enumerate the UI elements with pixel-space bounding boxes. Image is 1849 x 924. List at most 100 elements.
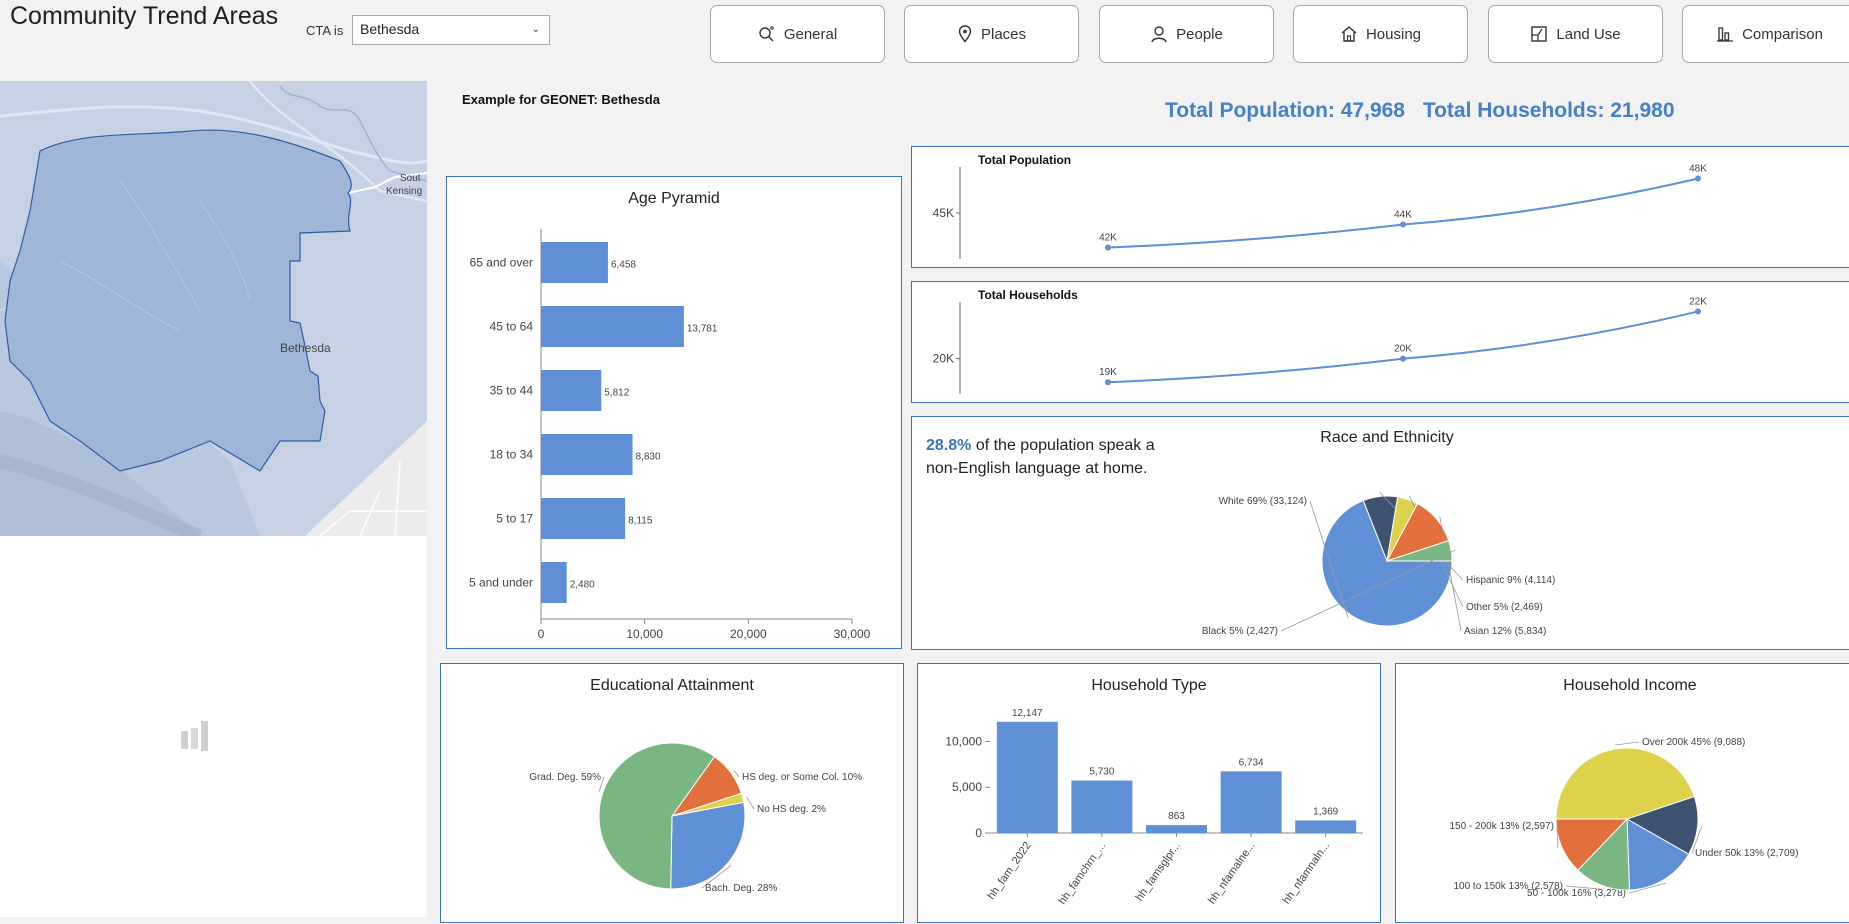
nav-button-comparison[interactable]: Comparison bbox=[1682, 5, 1849, 63]
data-label: 42K bbox=[1099, 233, 1117, 244]
pie-slice bbox=[1625, 795, 1699, 855]
household-income-title: Household Income bbox=[1563, 677, 1697, 694]
nav-label: Comparison bbox=[1742, 25, 1823, 43]
data-point bbox=[1105, 244, 1111, 251]
nav-button-land-use[interactable]: Land Use bbox=[1488, 5, 1663, 63]
cta-select[interactable]: Bethesda ⌄ bbox=[352, 15, 550, 45]
example-label: Example for GEONET: Bethesda bbox=[462, 92, 660, 107]
total-households-chart: 20K 19K 20K 22K bbox=[933, 296, 1707, 394]
age-bar bbox=[541, 306, 684, 347]
nav-button-people[interactable]: People bbox=[1099, 5, 1274, 63]
map-lower-pane bbox=[0, 536, 427, 917]
data-point bbox=[1695, 308, 1701, 315]
pie-slice-label: Bach. Deg. 28% bbox=[705, 883, 777, 894]
pie-leader-line bbox=[1614, 741, 1640, 746]
nav-button-general[interactable]: General bbox=[710, 5, 885, 63]
age-bar bbox=[541, 242, 608, 283]
pie-slice bbox=[1626, 818, 1690, 891]
x-tick-label: hh_famchrn_... bbox=[1056, 840, 1108, 907]
x-tick-label: hh_famsglpr... bbox=[1133, 840, 1182, 903]
bar-chart-icon bbox=[1717, 27, 1734, 42]
data-label: 44K bbox=[1394, 210, 1412, 221]
nav-label: General bbox=[783, 25, 838, 43]
bar-value-label: 863 bbox=[1168, 811, 1185, 822]
household-type-panel: Household Type 0 5,000 10,000 12,147 hh_fam_… bbox=[917, 663, 1381, 923]
household-type-chart: 0 5,000 10,000 12,147 hh_fam_2022 5,730 hh_fam… bbox=[945, 708, 1363, 907]
x-tick-label: hh_fam_2022 bbox=[985, 840, 1033, 902]
x-tick-label: hh_nfamalne... bbox=[1206, 840, 1258, 907]
nav-label: Housing bbox=[1365, 25, 1422, 43]
age-bar bbox=[541, 370, 602, 411]
land-use-icon bbox=[1531, 26, 1548, 42]
x-tick-label: 10,000 bbox=[626, 627, 663, 641]
x-tick-label: 0 bbox=[538, 627, 545, 641]
data-label: 48K bbox=[1689, 164, 1707, 175]
educational-attainment-panel: Educational Attainment HS deg. or Some C… bbox=[440, 663, 904, 923]
pie-slice-label: Over 200k 45% (9,088) bbox=[1642, 737, 1745, 748]
chevron-down-icon: ⌄ bbox=[531, 24, 540, 35]
nav-button-places[interactable]: Places bbox=[904, 5, 1079, 63]
pie-leader-line bbox=[1439, 516, 1462, 632]
household-type-title: Household Type bbox=[1091, 677, 1207, 694]
y-tick-label: 45K bbox=[933, 206, 954, 220]
pie-leader-line bbox=[733, 770, 740, 778]
pie-slice-label: 150 - 200k 13% (2,597) bbox=[1449, 821, 1554, 832]
x-tick-label: 30,000 bbox=[834, 627, 871, 641]
pie-slice-label: Grad. Deg. 59% bbox=[529, 772, 601, 783]
age-value-label: 8,115 bbox=[628, 516, 653, 527]
pie-leader-line bbox=[1309, 500, 1349, 619]
language-percent: 28.8% bbox=[926, 437, 972, 454]
total-population-text: Total Population: 47,968 bbox=[1165, 99, 1405, 122]
age-value-label: 6,458 bbox=[611, 260, 636, 271]
pie-slice bbox=[1555, 747, 1695, 820]
pie-leader-line bbox=[1556, 825, 1559, 849]
pie-leader-line bbox=[1565, 885, 1601, 890]
bar-value-label: 5,730 bbox=[1089, 767, 1114, 778]
educational-attainment-chart: HS deg. or Some Col. 10% No HS deg. 2% Bac… bbox=[529, 742, 862, 894]
age-category-label: 45 to 64 bbox=[490, 320, 534, 334]
map-edge-label: Sout bbox=[400, 173, 421, 184]
age-value-label: 5,812 bbox=[604, 388, 629, 399]
pie-slice-label: Asian 12% (5,834) bbox=[1464, 626, 1546, 637]
pie-leader-line bbox=[598, 776, 605, 792]
pie-slice-label: White 69% (33,124) bbox=[1219, 496, 1307, 507]
map-view[interactable]: Bethesda Sout Kensing bbox=[0, 81, 427, 536]
age-category-label: 5 to 17 bbox=[496, 512, 533, 526]
total-households-title: Total Households bbox=[978, 288, 1078, 302]
age-bar bbox=[541, 562, 567, 603]
y-tick-label: 5,000 bbox=[952, 780, 982, 794]
pie-slice bbox=[1555, 818, 1629, 871]
y-tick-label: 20K bbox=[933, 352, 954, 366]
search-icon bbox=[759, 26, 774, 42]
age-pyramid-panel: Age Pyramid 0 10,000 20,000 30,000 65 and ov… bbox=[446, 176, 902, 649]
data-label: 20K bbox=[1394, 344, 1412, 355]
data-point bbox=[1400, 355, 1406, 362]
race-ethnicity-title: Race and Ethnicity bbox=[1320, 429, 1454, 446]
pie-slice bbox=[670, 801, 746, 890]
pie-slice bbox=[1386, 540, 1453, 562]
educational-attainment-title: Educational Attainment bbox=[590, 677, 754, 694]
race-ethnicity-chart: White 69% (33,124) Hispanic 9% (4,114) Oth… bbox=[1202, 492, 1555, 637]
data-point bbox=[1105, 379, 1111, 386]
age-pyramid-title: Age Pyramid bbox=[628, 190, 720, 207]
nav-label: Land Use bbox=[1556, 25, 1621, 43]
y-tick-label: 0 bbox=[975, 826, 982, 840]
pie-leader-line bbox=[701, 865, 732, 889]
age-bar bbox=[541, 498, 626, 539]
y-tick-label: 10,000 bbox=[945, 734, 982, 748]
pie-leader-line bbox=[746, 796, 755, 810]
bar-value-label: 1,369 bbox=[1313, 806, 1338, 817]
totals-summary: Total Population: 47,968 Total Household… bbox=[1165, 99, 1687, 123]
pie-slice-label: Black 5% (2,427) bbox=[1202, 626, 1278, 637]
nav-button-housing[interactable]: Housing bbox=[1293, 5, 1468, 63]
age-bar bbox=[541, 434, 633, 475]
map-edge-label: Kensing bbox=[386, 186, 422, 197]
map-pin-icon bbox=[958, 25, 972, 43]
pie-slice bbox=[1577, 817, 1630, 891]
cta-select-value: Bethesda bbox=[360, 21, 420, 37]
app-title: Community Trend Areas bbox=[10, 2, 279, 30]
household-type-bar bbox=[1220, 771, 1282, 833]
loading-icon bbox=[181, 718, 215, 757]
data-label: 22K bbox=[1689, 296, 1707, 307]
nav-label: People bbox=[1176, 25, 1223, 43]
